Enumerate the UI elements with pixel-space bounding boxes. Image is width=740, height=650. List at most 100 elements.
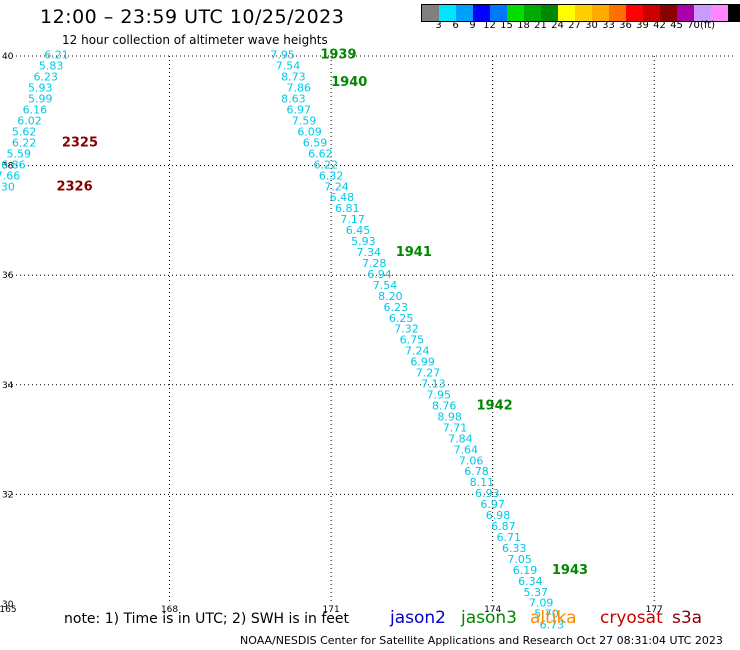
swh-value-label: 5.93 — [351, 235, 376, 248]
swh-value-label: 7.05 — [507, 553, 532, 566]
swh-value-label: 8.63 — [281, 93, 306, 106]
swh-value-label: 7.32 — [394, 323, 419, 336]
satellite-name-jason3: jason3 — [461, 608, 517, 628]
y-tick-label: 40 — [2, 52, 14, 62]
legend-swatch — [507, 5, 524, 21]
color-scale-legend — [421, 4, 740, 22]
swh-value-label: 8.11 — [470, 476, 495, 489]
swh-value-label: 5.62 — [12, 125, 37, 138]
swh-value-label: 8.98 — [437, 410, 462, 423]
swh-value-label: 6.78 — [464, 465, 489, 478]
swh-value-label: 6.81 — [335, 202, 360, 215]
legend-swatch — [711, 5, 728, 21]
swh-value-label: 8.73 — [281, 71, 306, 84]
y-tick-label: 38 — [2, 162, 14, 172]
swh-value-label: 6.97 — [287, 104, 312, 117]
swh-value-label: 6.32 — [319, 169, 344, 182]
swh-value-label: 6.25 — [389, 312, 414, 325]
swh-value-label: 6.97 — [480, 498, 505, 511]
legend-swatch — [609, 5, 626, 21]
satellite-name-altika: altika — [530, 608, 577, 628]
swh-value-label: 7.24 — [405, 345, 430, 358]
swh-value-label: 5.59 — [7, 147, 32, 160]
swh-value-label: 7.54 — [276, 60, 301, 73]
swh-value-label: 7.13 — [421, 378, 446, 391]
legend-label: 9 — [469, 20, 476, 31]
swh-value-label: 7.66 — [0, 169, 20, 182]
swh-value-label: 7.06 — [459, 454, 484, 467]
swh-value-label: 6.73 — [540, 619, 565, 632]
swh-value-label: 5.83 — [39, 60, 64, 73]
swh-value-label: 6.86 — [1, 158, 26, 171]
legend-swatch — [592, 5, 609, 21]
legend-label: 70 — [687, 20, 700, 31]
swh-value-label: 7.27 — [416, 367, 441, 380]
pass-time-label: 1940 — [331, 75, 367, 90]
satellite-name-s3a: s3a — [672, 608, 703, 628]
swh-value-label: 5.99 — [28, 93, 53, 106]
pass-time-label: 2326 — [56, 179, 92, 194]
x-tick-label: 168 — [161, 605, 178, 615]
swh-value-label: 6.22 — [12, 136, 37, 149]
legend-swatch — [643, 5, 660, 21]
swh-value-label: 7.71 — [443, 421, 468, 434]
footer-note: note: 1) Time is in UTC; 2) SWH is in fe… — [64, 611, 350, 627]
swh-value-label: 6.87 — [491, 520, 516, 533]
swh-value-label: 6.48 — [330, 191, 355, 204]
swh-value-label: 5.70 — [534, 608, 559, 621]
swh-value-label: 5.93 — [28, 82, 53, 95]
legend-label: 30 — [585, 20, 598, 31]
legend-label: 33 — [602, 20, 615, 31]
legend-swatch — [524, 5, 541, 21]
legend-label: 3 — [435, 20, 442, 31]
swh-value-label: 7.95 — [270, 49, 295, 62]
legend-label: 6 — [452, 20, 459, 31]
y-tick-label: 34 — [2, 381, 14, 391]
pass-time-label: 2325 — [62, 135, 98, 150]
legend-swatch — [694, 5, 711, 21]
swh-value-label: 6.33 — [502, 542, 527, 555]
swh-value-label: 8.20 — [378, 290, 403, 303]
legend-label: 36 — [619, 20, 632, 31]
legend-label: 39 — [636, 20, 649, 31]
swh-value-label: 6.22 — [313, 158, 338, 171]
swh-value-label: 6.23 — [33, 71, 58, 84]
x-tick-label: 177 — [646, 605, 663, 615]
swh-value-label: 7.54 — [373, 279, 398, 292]
swh-value-label: 7.84 — [448, 432, 473, 445]
y-tick-label: 32 — [2, 490, 13, 500]
swh-value-label: 6.98 — [486, 509, 511, 522]
swh-value-label: 6.93 — [475, 487, 500, 500]
x-tick-label: 174 — [484, 605, 501, 615]
legend-label: 42 — [653, 20, 666, 31]
swh-value-label: 7.17 — [340, 213, 365, 226]
legend-swatch — [422, 5, 439, 21]
swh-value-label: 7.34 — [357, 246, 382, 259]
swh-value-label: 7.86 — [287, 82, 312, 95]
legend-swatch — [728, 5, 740, 21]
swh-value-label: 6.59 — [303, 136, 328, 149]
swh-value-label: 7.95 — [427, 389, 452, 402]
legend-swatch — [677, 5, 694, 21]
legend-swatch — [660, 5, 677, 21]
swh-value-label: 6.09 — [297, 125, 322, 138]
swh-value-label: 6.94 — [367, 268, 392, 281]
pass-time-label: 1942 — [477, 398, 513, 413]
pass-time-label: 1941 — [396, 245, 432, 260]
swh-value-label: 6.02 — [17, 115, 42, 128]
swh-value-label: 6.75 — [400, 334, 425, 347]
satellite-name-jason2: jason2 — [390, 608, 446, 628]
swh-value-label: 6.99 — [410, 356, 435, 369]
y-tick-label: 36 — [2, 271, 14, 281]
legend-swatch — [456, 5, 473, 21]
swh-value-label: 6.34 — [518, 575, 543, 588]
pass-time-label: 1943 — [552, 563, 588, 578]
swh-value-label: 6.23 — [383, 301, 408, 314]
x-tick-label: 165 — [0, 605, 17, 615]
legend-label: 18 — [517, 20, 530, 31]
legend-swatch — [439, 5, 456, 21]
page-title: 12:00 – 23:59 UTC 10/25/2023 — [40, 6, 345, 28]
swh-value-label: 7.64 — [453, 443, 478, 456]
legend-swatch — [558, 5, 575, 21]
